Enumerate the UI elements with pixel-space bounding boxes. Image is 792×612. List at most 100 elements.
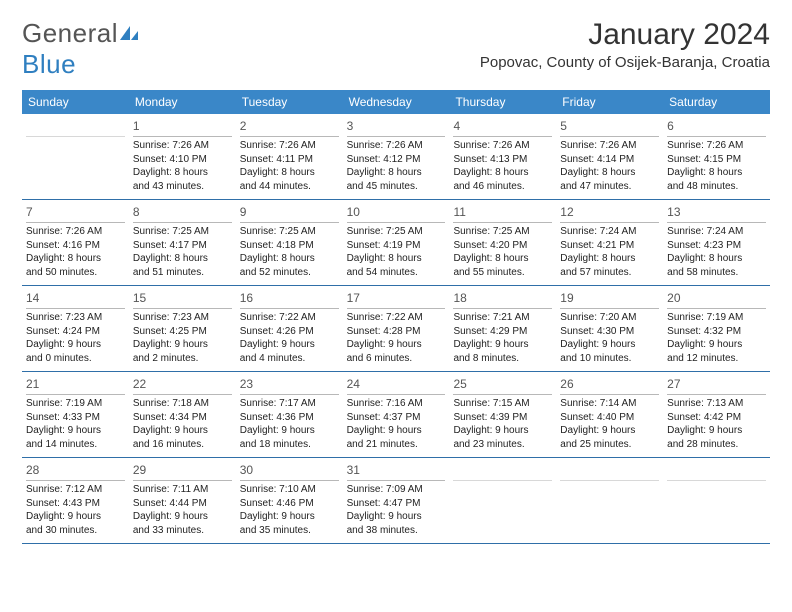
- day-number: 1: [133, 119, 140, 133]
- day-cell: 25Sunrise: 7:15 AMSunset: 4:39 PMDayligh…: [449, 372, 556, 457]
- day-info: Sunrise: 7:24 AMSunset: 4:21 PMDaylight:…: [560, 225, 659, 279]
- day-cell: 23Sunrise: 7:17 AMSunset: 4:36 PMDayligh…: [236, 372, 343, 457]
- day-number-row: 18: [453, 288, 552, 309]
- day-number-row: [667, 460, 766, 481]
- day-cell: 6 Sunrise: 7:26 AMSunset: 4:15 PMDaylight…: [663, 114, 770, 199]
- day-number-row: 16: [240, 288, 339, 309]
- day-cell: 13 Sunrise: 7:24 AMSunset: 4:23 PMDayligh…: [663, 200, 770, 285]
- day-info: Sunrise: 7:16 AMSunset: 4:37 PMDaylight:…: [347, 397, 446, 451]
- day-number: [26, 119, 29, 133]
- title-block: January 2024 Popovac, County of Osijek-B…: [480, 18, 770, 71]
- day-info: Sunrise: 7:25 AMSunset: 4:19 PMDaylight:…: [347, 225, 446, 279]
- day-info: Sunrise: 7:18 AMSunset: 4:34 PMDaylight:…: [133, 397, 232, 451]
- day-number: 26: [560, 377, 573, 391]
- day-number-row: 11: [453, 202, 552, 223]
- day-cell: 20Sunrise: 7:19 AMSunset: 4:32 PMDayligh…: [663, 286, 770, 371]
- day-number: 18: [453, 291, 466, 305]
- day-number: 24: [347, 377, 360, 391]
- weeks-container: 1Sunrise: 7:26 AMSunset: 4:10 PMDaylight…: [22, 114, 770, 544]
- day-info: Sunrise: 7:09 AMSunset: 4:47 PMDaylight:…: [347, 483, 446, 537]
- day-info: Sunrise: 7:24 AMSunset: 4:23 PMDaylight:…: [667, 225, 766, 279]
- day-cell: 22 Sunrise: 7:18 AMSunset: 4:34 PMDayligh…: [129, 372, 236, 457]
- day-number: 7: [26, 205, 33, 219]
- day-info: Sunrise: 7:25 AMSunset: 4:17 PMDaylight:…: [133, 225, 232, 279]
- day-info: Sunrise: 7:23 AMSunset: 4:25 PMDaylight:…: [133, 311, 232, 365]
- day-cell: 16Sunrise: 7:22 AMSunset: 4:26 PMDayligh…: [236, 286, 343, 371]
- dow-header: Friday: [556, 90, 663, 114]
- day-cell: 15 Sunrise: 7:23 AMSunset: 4:25 PMDayligh…: [129, 286, 236, 371]
- month-title: January 2024: [480, 18, 770, 52]
- day-cell: 26Sunrise: 7:14 AMSunset: 4:40 PMDayligh…: [556, 372, 663, 457]
- day-info: Sunrise: 7:10 AMSunset: 4:46 PMDaylight:…: [240, 483, 339, 537]
- day-cell: 24 Sunrise: 7:16 AMSunset: 4:37 PMDayligh…: [343, 372, 450, 457]
- day-number-row: 4: [453, 116, 552, 137]
- day-info: Sunrise: 7:21 AMSunset: 4:29 PMDaylight:…: [453, 311, 552, 365]
- day-info: Sunrise: 7:25 AMSunset: 4:20 PMDaylight:…: [453, 225, 552, 279]
- day-number: 6: [667, 119, 674, 133]
- day-cell: 19Sunrise: 7:20 AMSunset: 4:30 PMDayligh…: [556, 286, 663, 371]
- day-number-row: [26, 116, 125, 137]
- logo-sail-icon: [118, 18, 140, 49]
- day-number: 19: [560, 291, 573, 305]
- day-info: Sunrise: 7:25 AMSunset: 4:18 PMDaylight:…: [240, 225, 339, 279]
- day-number-row: 28: [26, 460, 125, 481]
- day-info: Sunrise: 7:19 AMSunset: 4:32 PMDaylight:…: [667, 311, 766, 365]
- header: GeneralBlue January 2024 Popovac, County…: [22, 18, 770, 80]
- day-number: 9: [240, 205, 247, 219]
- day-number-row: 25: [453, 374, 552, 395]
- day-info: Sunrise: 7:26 AMSunset: 4:15 PMDaylight:…: [667, 139, 766, 193]
- day-number-row: [453, 460, 552, 481]
- day-cell: 14Sunrise: 7:23 AMSunset: 4:24 PMDayligh…: [22, 286, 129, 371]
- day-cell: 7 Sunrise: 7:26 AMSunset: 4:16 PMDaylight…: [22, 200, 129, 285]
- week-row: 1Sunrise: 7:26 AMSunset: 4:10 PMDaylight…: [22, 114, 770, 200]
- day-number-row: 20: [667, 288, 766, 309]
- week-row: 28Sunrise: 7:12 AMSunset: 4:43 PMDayligh…: [22, 458, 770, 544]
- day-number-row: 1: [133, 116, 232, 137]
- day-number: 14: [26, 291, 39, 305]
- day-number: 11: [453, 205, 465, 219]
- day-cell: 5Sunrise: 7:26 AMSunset: 4:14 PMDaylight…: [556, 114, 663, 199]
- day-cell: 8 Sunrise: 7:25 AMSunset: 4:17 PMDaylight…: [129, 200, 236, 285]
- day-info: Sunrise: 7:17 AMSunset: 4:36 PMDaylight:…: [240, 397, 339, 451]
- day-number: 12: [560, 205, 573, 219]
- day-number: 8: [133, 205, 140, 219]
- day-info: Sunrise: 7:26 AMSunset: 4:11 PMDaylight:…: [240, 139, 339, 193]
- dow-header: Wednesday: [343, 90, 450, 114]
- day-info: Sunrise: 7:15 AMSunset: 4:39 PMDaylight:…: [453, 397, 552, 451]
- location-text: Popovac, County of Osijek-Baranja, Croat…: [480, 54, 770, 71]
- day-number-row: 2: [240, 116, 339, 137]
- day-number: 29: [133, 463, 146, 477]
- day-number: 16: [240, 291, 253, 305]
- day-cell: 3Sunrise: 7:26 AMSunset: 4:12 PMDaylight…: [343, 114, 450, 199]
- day-number-row: 26: [560, 374, 659, 395]
- day-number-row: 23: [240, 374, 339, 395]
- day-info: Sunrise: 7:26 AMSunset: 4:13 PMDaylight:…: [453, 139, 552, 193]
- day-number-row: 8: [133, 202, 232, 223]
- day-number: 13: [667, 205, 680, 219]
- dow-header: Monday: [129, 90, 236, 114]
- day-number-row: 7: [26, 202, 125, 223]
- day-number-row: 15: [133, 288, 232, 309]
- week-row: 7 Sunrise: 7:26 AMSunset: 4:16 PMDaylight…: [22, 200, 770, 286]
- day-cell: 9 Sunrise: 7:25 AMSunset: 4:18 PMDaylight…: [236, 200, 343, 285]
- day-cell: 27Sunrise: 7:13 AMSunset: 4:42 PMDayligh…: [663, 372, 770, 457]
- day-number-row: 24: [347, 374, 446, 395]
- day-number: 15: [133, 291, 146, 305]
- day-info: Sunrise: 7:26 AMSunset: 4:16 PMDaylight:…: [26, 225, 125, 279]
- calendar: SundayMondayTuesdayWednesdayThursdayFrid…: [22, 90, 770, 544]
- week-row: 21Sunrise: 7:19 AMSunset: 4:33 PMDayligh…: [22, 372, 770, 458]
- day-info: Sunrise: 7:26 AMSunset: 4:14 PMDaylight:…: [560, 139, 659, 193]
- day-cell: 21Sunrise: 7:19 AMSunset: 4:33 PMDayligh…: [22, 372, 129, 457]
- day-number-row: [560, 460, 659, 481]
- day-cell: 4Sunrise: 7:26 AMSunset: 4:13 PMDaylight…: [449, 114, 556, 199]
- day-number: [667, 463, 670, 477]
- day-cell: 29Sunrise: 7:11 AMSunset: 4:44 PMDayligh…: [129, 458, 236, 543]
- day-number-row: 17: [347, 288, 446, 309]
- day-cell: 2Sunrise: 7:26 AMSunset: 4:11 PMDaylight…: [236, 114, 343, 199]
- logo: GeneralBlue: [22, 18, 140, 80]
- day-number-row: 9: [240, 202, 339, 223]
- day-number: 17: [347, 291, 360, 305]
- day-cell: [22, 114, 129, 199]
- day-info: Sunrise: 7:19 AMSunset: 4:33 PMDaylight:…: [26, 397, 125, 451]
- day-number: 22: [133, 377, 146, 391]
